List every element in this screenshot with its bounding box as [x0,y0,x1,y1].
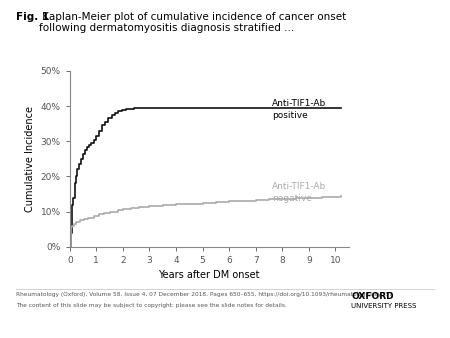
Text: Fig. 1: Fig. 1 [16,12,49,22]
Y-axis label: Cumulative Incidence: Cumulative Incidence [25,106,35,212]
Text: Anti-TIF1-Ab
positive: Anti-TIF1-Ab positive [272,99,326,120]
Text: UNIVERSITY PRESS: UNIVERSITY PRESS [351,303,416,309]
Text: Rheumatology (Oxford), Volume 58, Issue 4, 07 December 2018, Pages 650–655, http: Rheumatology (Oxford), Volume 58, Issue … [16,292,392,297]
X-axis label: Years after DM onset: Years after DM onset [158,270,260,280]
Text: The content of this slide may be subject to copyright: please see the slide note: The content of this slide may be subject… [16,303,287,308]
Text: Kaplan-Meier plot of cumulative incidence of cancer onset
following dermatomyosi: Kaplan-Meier plot of cumulative incidenc… [39,12,346,33]
Text: OXFORD: OXFORD [351,292,394,301]
Text: Anti-TIF1-Ab
negative: Anti-TIF1-Ab negative [272,182,326,203]
